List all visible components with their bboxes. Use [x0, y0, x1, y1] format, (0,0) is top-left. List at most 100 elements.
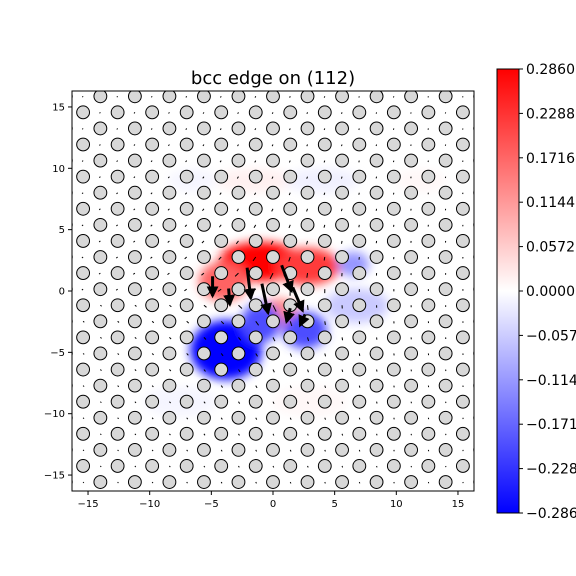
lattice-atom	[179, 137, 194, 152]
lattice-atom	[249, 492, 262, 505]
lattice-atom	[72, 382, 73, 389]
quiver-arrow	[220, 385, 224, 388]
lattice-atom	[352, 394, 367, 409]
lattice-atom	[473, 318, 474, 325]
quiver-arrow	[255, 449, 258, 452]
quiver-arrow	[81, 128, 84, 130]
lattice-atom	[179, 266, 194, 280]
quiver-arrow	[186, 385, 189, 388]
quiver-arrow	[272, 433, 275, 436]
lattice-atom	[404, 475, 419, 489]
quiver-arrow	[324, 385, 327, 389]
lattice-atom	[127, 346, 142, 361]
lattice-atom	[317, 426, 332, 441]
quiver-arrow	[306, 208, 308, 212]
quiver-arrow	[133, 272, 136, 275]
quiver-arrow	[116, 95, 119, 98]
quiver-arrow	[340, 144, 343, 147]
lattice-atom	[283, 362, 298, 377]
quiver-arrow	[323, 224, 326, 228]
lattice-atom	[214, 426, 229, 441]
lattice-atom	[300, 346, 315, 361]
lattice-atom	[421, 137, 436, 152]
quiver-arrow	[358, 449, 361, 452]
lattice-atom	[76, 169, 91, 184]
lattice-atom	[214, 266, 229, 280]
lattice-atom	[266, 378, 280, 393]
colorbar-tick-label: −0.1716	[526, 417, 576, 433]
lattice-atom	[456, 74, 469, 87]
quiver-arrow	[184, 224, 188, 227]
quiver-arrow	[238, 465, 240, 468]
lattice-atom	[72, 93, 73, 100]
quiver-arrow	[82, 353, 85, 355]
quiver-arrow	[117, 320, 120, 323]
lattice-atom	[369, 410, 384, 425]
lattice-atom	[127, 378, 142, 393]
lattice-atom	[231, 185, 246, 200]
quiver-arrow	[82, 481, 85, 484]
lattice-atom	[93, 91, 108, 104]
quiver-arrow	[220, 96, 222, 98]
lattice-atom	[283, 459, 298, 473]
lattice-atom	[369, 378, 384, 393]
displacement-arrow	[243, 267, 256, 301]
quiver-arrow	[167, 272, 170, 276]
quiver-arrow	[238, 369, 241, 373]
quiver-arrow	[255, 385, 258, 389]
quiver-arrow	[150, 128, 153, 130]
lattice-atom	[369, 185, 384, 200]
quiver-arrow	[254, 128, 257, 131]
lattice-atom	[162, 91, 177, 104]
lattice-atom	[283, 137, 298, 152]
quiver-arrow	[220, 449, 223, 452]
lattice-atom	[404, 282, 419, 297]
quiver-arrow	[167, 176, 170, 179]
quiver-arrow	[134, 465, 137, 468]
quiver-arrow	[288, 256, 291, 262]
lattice-atom	[386, 234, 401, 248]
lattice-atom	[455, 459, 470, 473]
lattice-atom	[248, 105, 263, 120]
quiver-arrow	[184, 192, 188, 195]
lattice-atom	[386, 298, 401, 313]
lattice-atom	[317, 169, 332, 184]
quiver-arrow	[100, 336, 102, 339]
lattice-atom	[162, 185, 177, 200]
lattice-atom	[266, 91, 280, 104]
lattice-atom	[110, 201, 125, 216]
lattice-atom	[317, 362, 332, 377]
quiver-arrow	[324, 321, 326, 325]
quiver-arrow	[238, 337, 242, 341]
quiver-arrow	[271, 208, 274, 212]
colorbar-axis: 0.2860 0.2288 0.1716 0.1144 0.0572 0.0000 −0.0…	[519, 62, 576, 522]
quiver-arrow	[151, 385, 154, 388]
quiver-arrow	[340, 208, 343, 212]
lattice-atom	[110, 362, 125, 377]
lattice-atom	[127, 250, 142, 264]
field-blob	[168, 169, 218, 192]
x-tick-label: 5	[331, 499, 337, 510]
lattice-atom	[404, 217, 419, 232]
lattice-atom	[266, 153, 280, 168]
lattice-atom	[421, 459, 436, 473]
lattice-atom	[110, 459, 125, 473]
lattice-atom	[266, 282, 280, 297]
lattice-atom	[93, 314, 108, 329]
lattice-atom	[111, 74, 124, 87]
quiver-arrow	[98, 272, 101, 275]
lattice-atom	[179, 169, 194, 184]
quiver-arrow	[100, 80, 101, 81]
lattice-atom	[386, 105, 401, 120]
lattice-atom	[421, 330, 436, 345]
quiver-arrow	[117, 385, 120, 388]
lattice-atom	[93, 185, 108, 200]
quiver-arrow	[341, 240, 343, 244]
quiver-arrow	[307, 305, 309, 311]
quiver-arrow	[306, 112, 308, 115]
lattice-atom	[352, 137, 367, 152]
lattice-atom	[283, 105, 298, 120]
displacement-arrow	[280, 264, 294, 294]
lattice-atom	[455, 266, 470, 280]
quiver-arrow	[238, 433, 240, 436]
